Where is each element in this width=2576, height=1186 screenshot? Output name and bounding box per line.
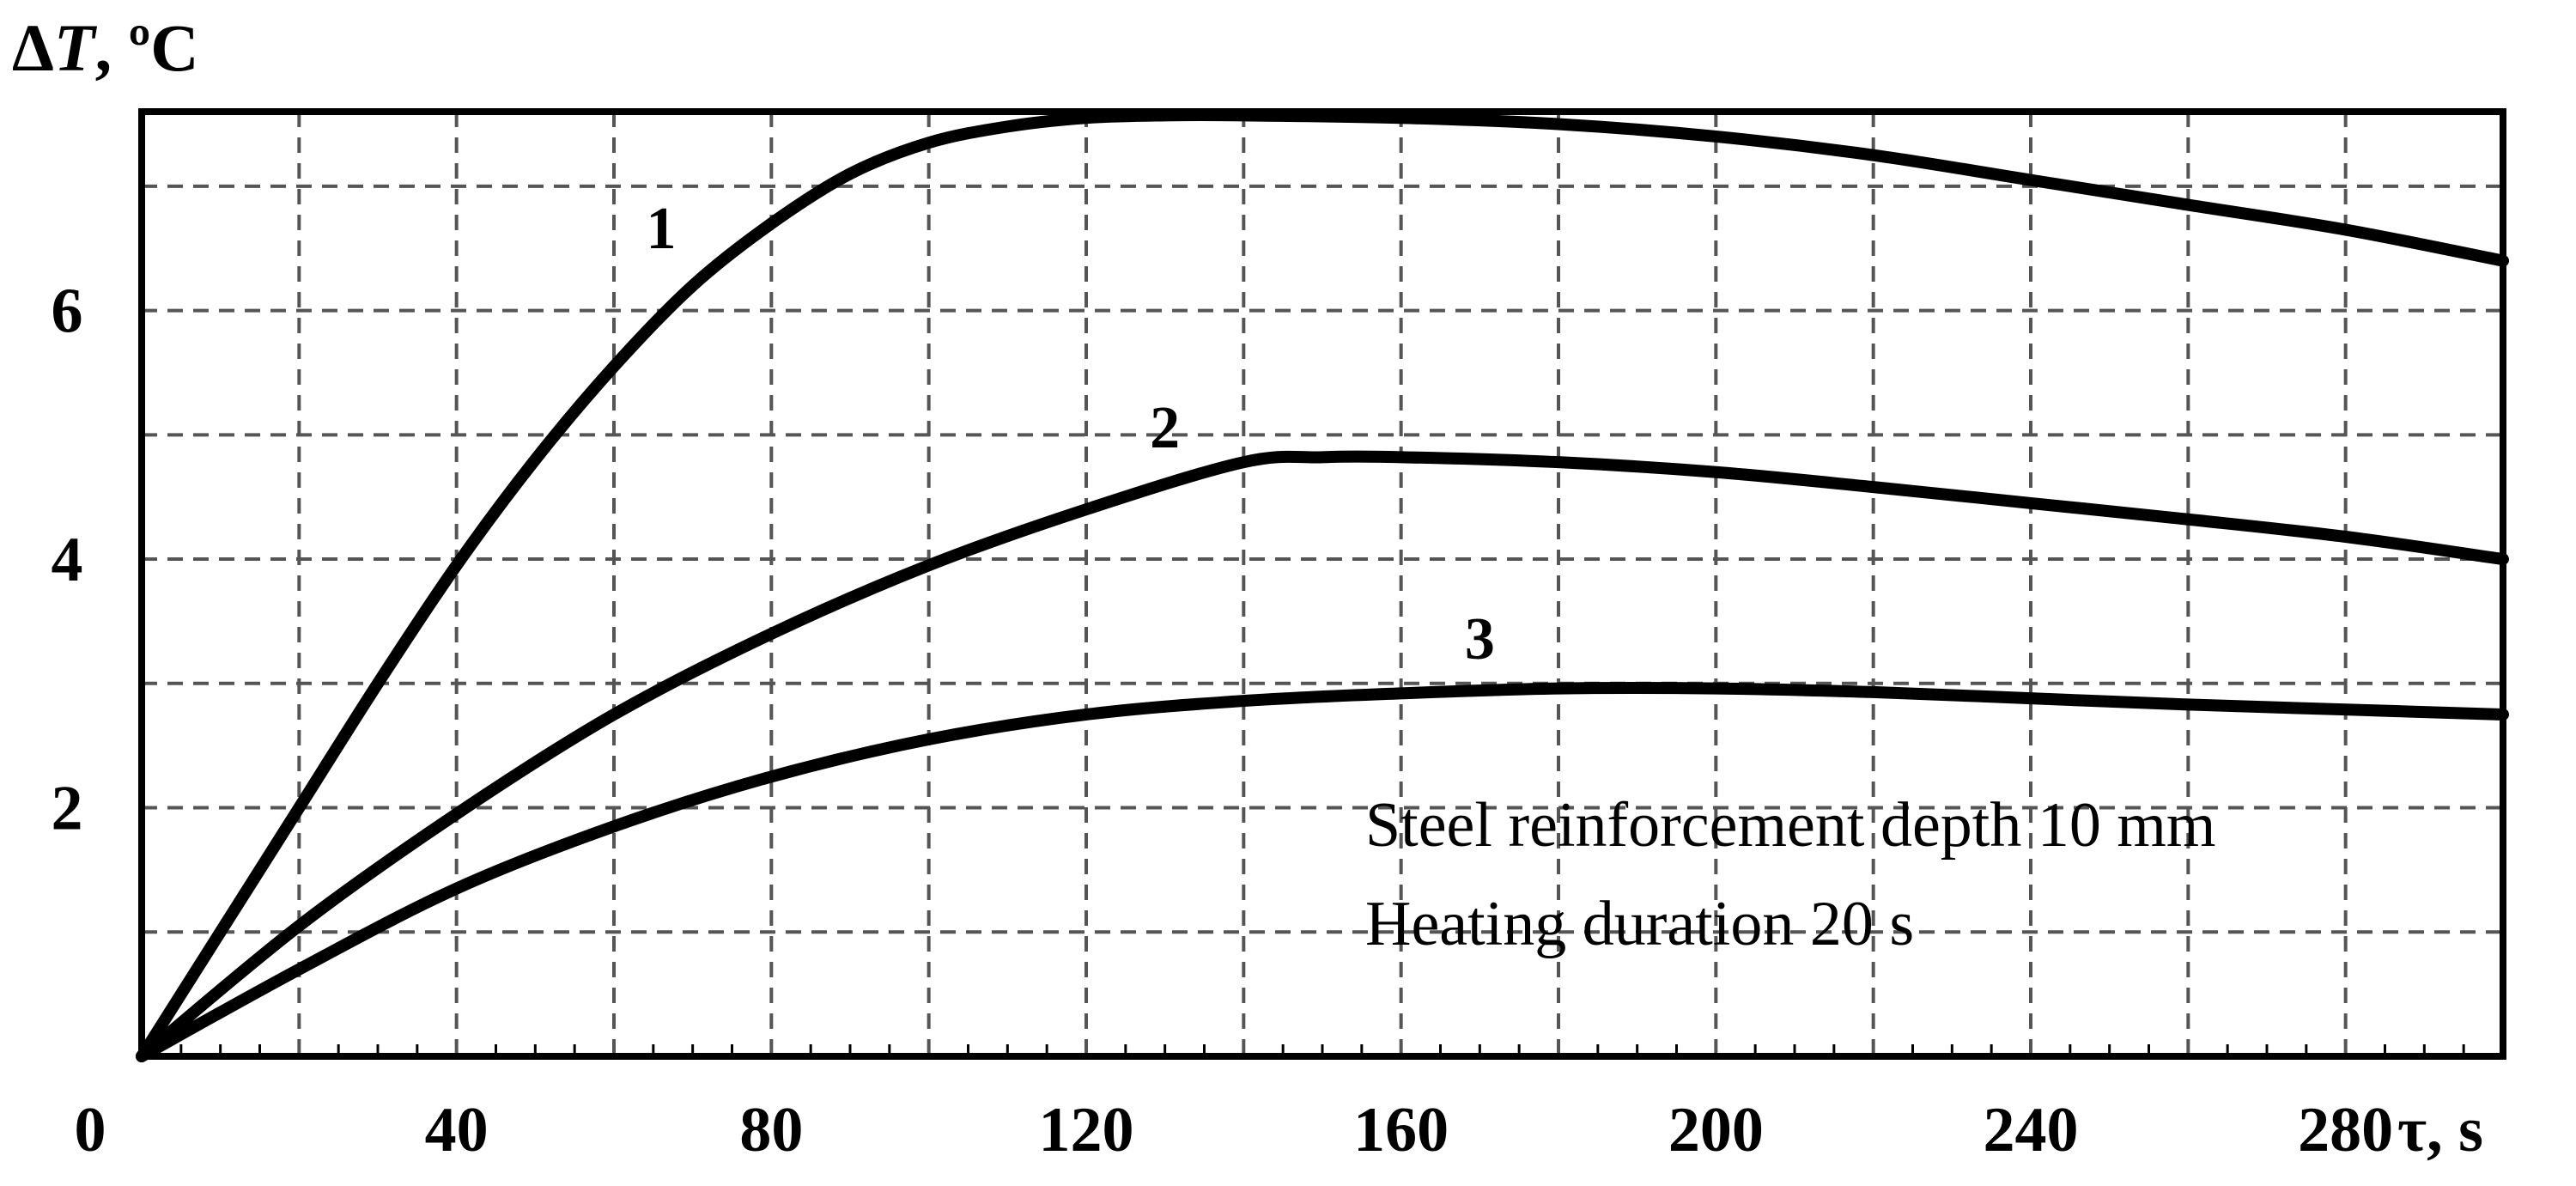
x-tick-label: 280 [2298,1095,2393,1165]
annotation-duration: Heating duration 20 s [1365,889,1914,959]
x-tick-label: 0 [75,1095,106,1165]
series-label-3: 3 [1465,606,1495,672]
y-axis-label-delta: Δ [12,10,54,85]
series-label-1: 1 [647,196,677,262]
x-tick-label: 80 [739,1095,803,1165]
y-axis-label-unit: , ºC [95,10,199,85]
plot-frame [138,108,2506,1060]
series-label-2: 2 [1150,395,1180,461]
x-tick-labels: 0 40 80 120 160 200 240 280 [75,1095,2394,1165]
x-tick-label: 200 [1668,1095,1764,1165]
series-line-1 [136,108,2509,1062]
x-axis-label: τ, s [2397,1095,2483,1165]
grid-layer [142,112,2503,1056]
x-tick-label: 40 [425,1095,489,1165]
y-tick-label: 6 [52,277,83,347]
series-line-3 [136,681,2509,1062]
y-tick-label: 2 [52,774,83,844]
x-tick-label: 120 [1039,1095,1134,1165]
series-line-2 [136,450,2509,1062]
x-tick-label: 240 [1984,1095,2079,1165]
y-tick-labels: 2 4 6 [52,277,83,844]
y-tick-label: 4 [52,525,83,595]
y-axis-label: ΔT, ºC [12,10,199,85]
annotation-depth: Steel reinforcement depth 10 mm [1365,790,2215,861]
x-tick-label: 160 [1353,1095,1449,1165]
series-layer [136,108,2509,1062]
y-axis-label-var: T [54,10,98,85]
series-labels: 1 2 3 [647,196,1495,672]
